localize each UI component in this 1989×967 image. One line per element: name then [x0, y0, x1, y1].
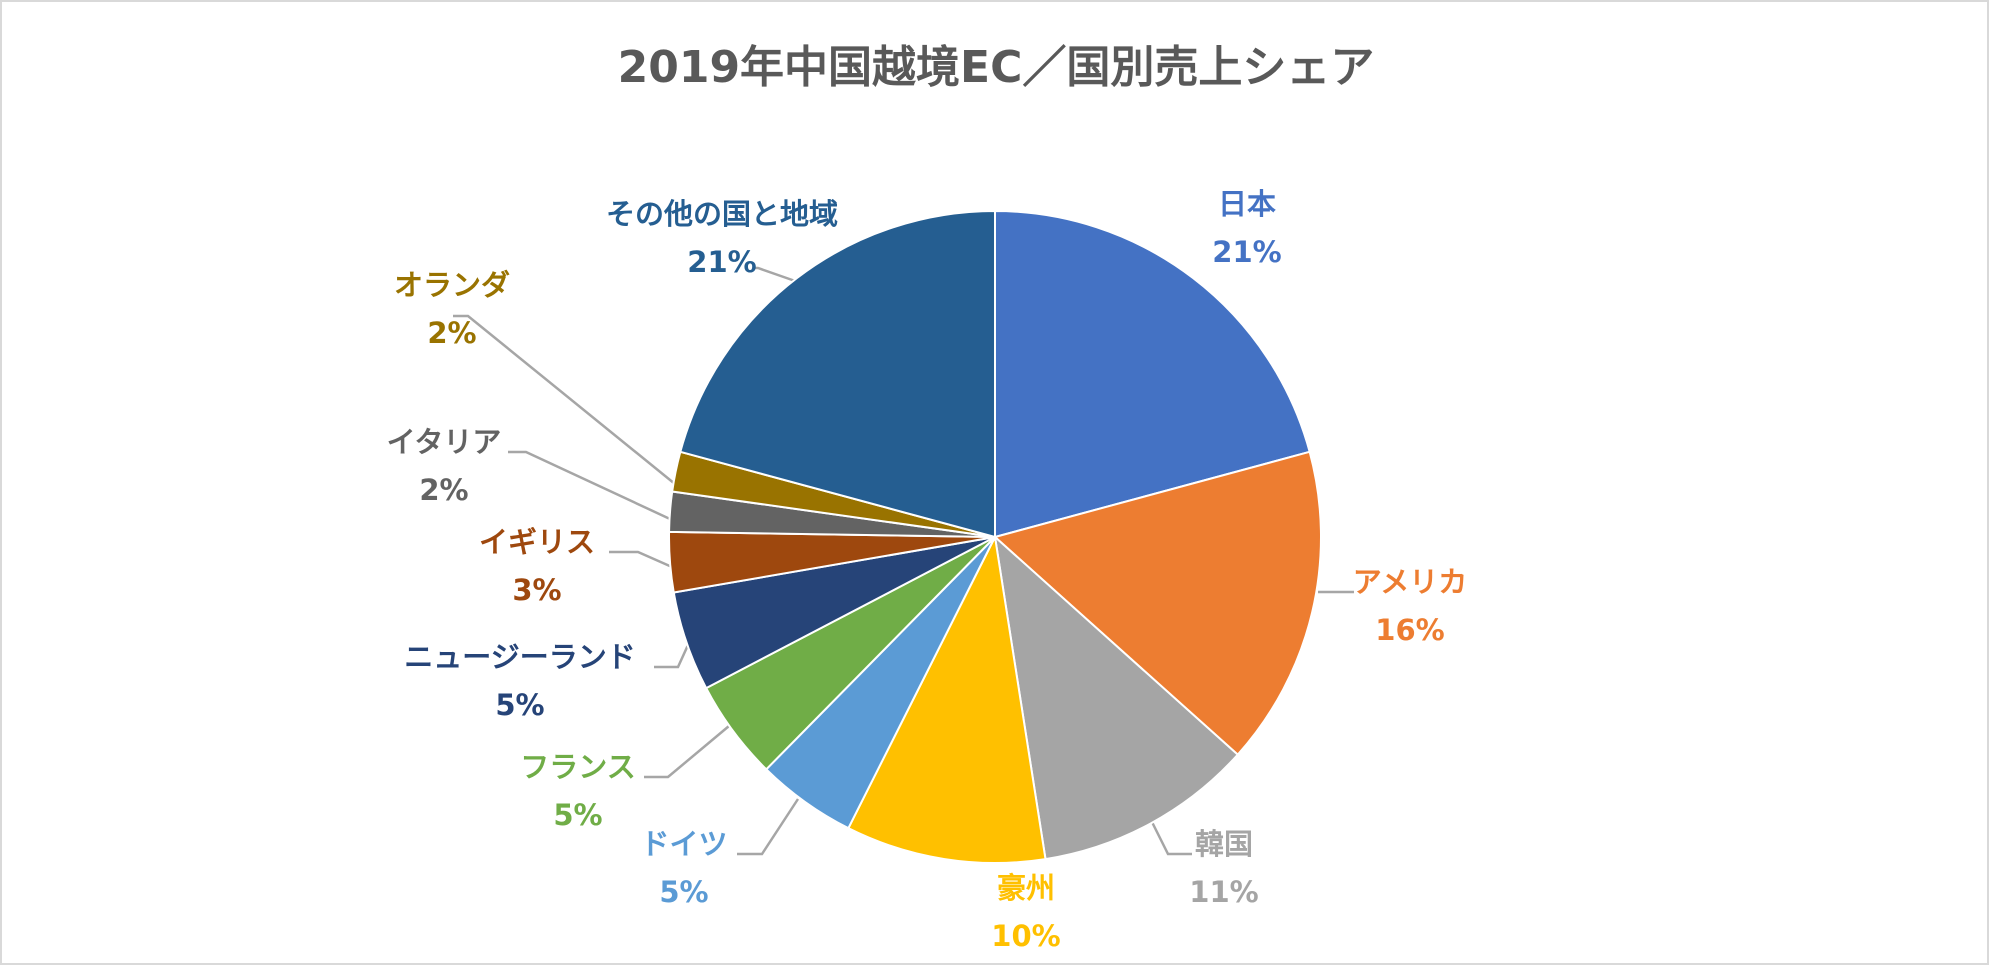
- pie-slice: [993, 534, 1240, 861]
- pie-slices: [668, 209, 1322, 864]
- pie-slice: [847, 533, 1047, 864]
- slice-percent-label: 3%: [512, 573, 561, 607]
- chart-title: 2019年中国越境EC／国別売上シェア: [618, 42, 1375, 93]
- slice-name-label: 韓国: [1195, 827, 1253, 861]
- slice-percent-label: 21%: [687, 245, 756, 279]
- slice-percent-label: 2%: [427, 316, 476, 350]
- slice-percent-label: 21%: [1212, 235, 1281, 269]
- slice-percent-label: 11%: [1189, 875, 1258, 909]
- slice-percent-label: 2%: [419, 473, 468, 507]
- leader-lines: [453, 266, 1354, 856]
- slice-percent-label: 5%: [659, 875, 708, 909]
- leader-line: [644, 725, 730, 779]
- pie-slice: [994, 209, 1311, 539]
- pie-slice: [679, 209, 996, 539]
- leader-line: [1148, 817, 1192, 856]
- slice-name-label: 日本: [1218, 187, 1276, 221]
- slice-name-label: アメリカ: [1353, 565, 1468, 599]
- slice-name-label: イギリス: [479, 525, 595, 559]
- leader-line: [508, 450, 671, 521]
- leader-line: [609, 550, 673, 569]
- slice-percent-label: 10%: [991, 919, 1060, 953]
- leader-line: [754, 266, 799, 284]
- slice-percent-label: 5%: [495, 688, 544, 722]
- slice-name-label: オランダ: [394, 268, 510, 302]
- leader-line: [453, 314, 676, 485]
- slice-name-label: ニュージーランド: [404, 640, 635, 674]
- slice-percent-label: 5%: [553, 798, 602, 832]
- slice-name-label: その他の国と地域: [606, 197, 838, 231]
- slice-name-label: ドイツ: [640, 827, 727, 861]
- slice-labels: 日本 21% アメリカ 16% 韓国 11% 豪州 10% ドイツ 5% フランス 5% ニュージーラン…: [387, 187, 1468, 953]
- pie-slice: [992, 450, 1322, 757]
- slice-name-label: 豪州: [997, 871, 1055, 905]
- leader-line: [737, 798, 800, 856]
- slice-name-label: イタリア: [387, 425, 502, 459]
- slice-name-label: フランス: [520, 750, 635, 784]
- slice-percent-label: 16%: [1375, 613, 1444, 647]
